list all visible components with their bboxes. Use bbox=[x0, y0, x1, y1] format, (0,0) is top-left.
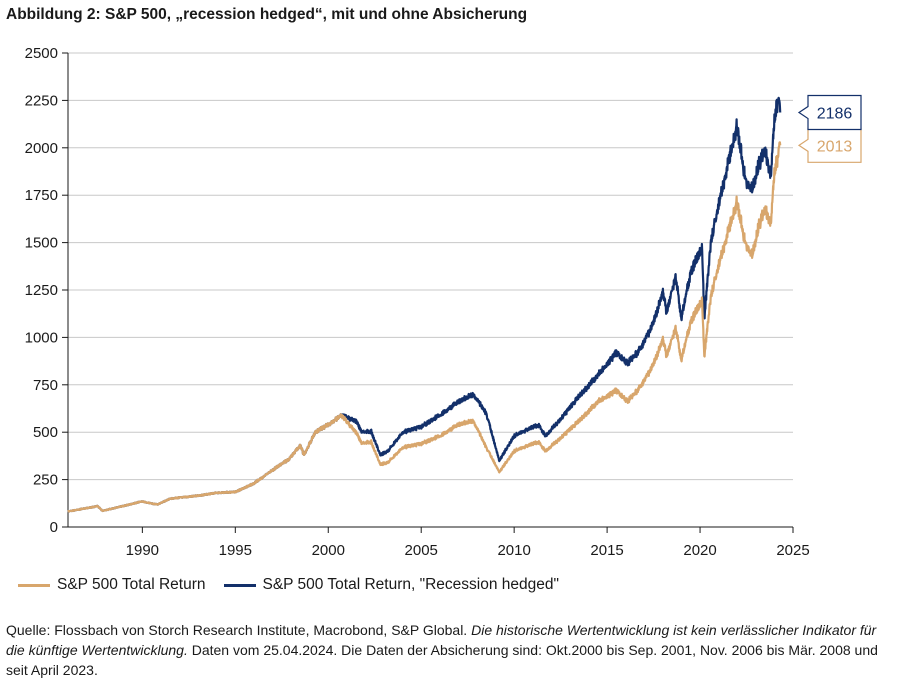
y-tick-label-250: 250 bbox=[33, 472, 58, 489]
end-label-0: 2013 bbox=[817, 138, 853, 155]
y-tick-label-500: 500 bbox=[33, 424, 58, 441]
series-line-1 bbox=[67, 96, 782, 513]
legend: S&P 500 Total Return S&P 500 Total Retur… bbox=[18, 576, 577, 594]
source-text-2: Daten vom 25.04.2024. Die Daten der Absi… bbox=[6, 642, 878, 678]
y-tick-label-2000: 2000 bbox=[25, 140, 58, 157]
legend-swatch-recession-hedged bbox=[223, 583, 256, 587]
y-tick-label-1000: 1000 bbox=[25, 329, 58, 346]
series-lines bbox=[67, 96, 782, 513]
legend-swatch-total-return bbox=[18, 583, 50, 587]
y-axis-ticks: 0 250 500 750 1000 1250 1500 1750 2000 2250 2500 bbox=[25, 45, 68, 536]
y-tick-label-750: 750 bbox=[33, 377, 58, 394]
x-tick-label-1990: 1990 bbox=[126, 542, 159, 559]
x-tick-label-1995: 1995 bbox=[219, 542, 252, 559]
end-label-box-0 bbox=[797, 127, 862, 163]
y-tick-label-1250: 1250 bbox=[25, 282, 58, 299]
y-tick-label-1500: 1500 bbox=[25, 235, 58, 252]
x-tick-label-2025: 2025 bbox=[776, 542, 809, 559]
chart-title: Abbildung 2: S&P 500, „recession hedged“… bbox=[6, 6, 528, 23]
legend-item-recession-hedged: S&P 500 Total Return, "Recession hedged" bbox=[223, 576, 560, 594]
legend-item-total-return: S&P 500 Total Return bbox=[18, 576, 206, 594]
source-note: Quelle: Flossbach von Storch Research In… bbox=[6, 620, 891, 680]
x-tick-label-2010: 2010 bbox=[497, 542, 530, 559]
x-tick-label-2005: 2005 bbox=[405, 542, 438, 559]
end-label-1: 2186 bbox=[817, 106, 853, 123]
x-axis: 1990 1995 2000 2005 2010 2015 2020 2025 bbox=[67, 53, 810, 559]
source-text-1: Quelle: Flossbach von Storch Research In… bbox=[6, 622, 472, 638]
legend-label-recession-hedged: S&P 500 Total Return, "Recession hedged" bbox=[262, 576, 560, 593]
x-tick-label-2015: 2015 bbox=[590, 542, 623, 559]
x-tick-label-2020: 2020 bbox=[683, 542, 716, 559]
source-disclaimer: Die historische Wertentwicklung ist kein… bbox=[6, 622, 877, 658]
y-tick-label-2500: 2500 bbox=[25, 45, 58, 62]
y-tick-label-2250: 2250 bbox=[25, 92, 58, 109]
y-tick-label-1750: 1750 bbox=[25, 187, 58, 204]
y-tick-label-0: 0 bbox=[50, 519, 58, 536]
line-chart: 0 250 500 750 1000 1250 1500 1750 2000 2250 2500 1… bbox=[25, 45, 862, 559]
end-label-box-1 bbox=[797, 94, 862, 131]
end-labels: 2013 2186 bbox=[797, 94, 862, 163]
x-tick-label-2000: 2000 bbox=[312, 542, 345, 559]
legend-label-total-return: S&P 500 Total Return bbox=[57, 576, 206, 593]
grid-lines bbox=[68, 52, 793, 481]
series-line-0 bbox=[67, 141, 782, 513]
